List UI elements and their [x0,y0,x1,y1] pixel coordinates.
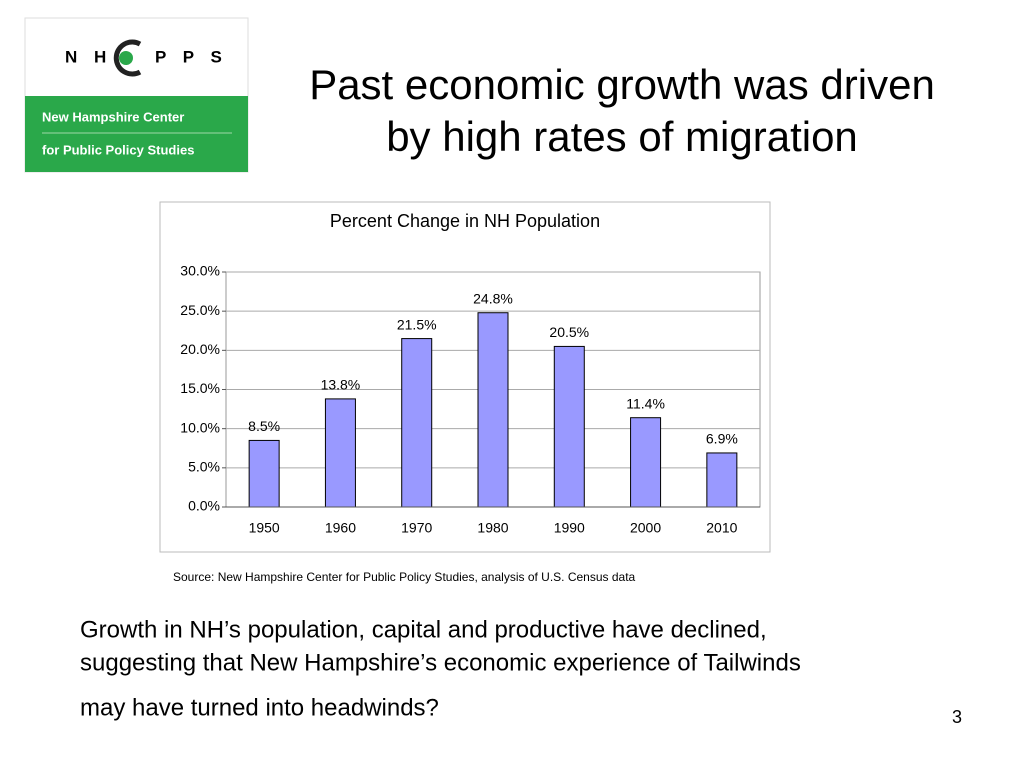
source: Source: New Hampshire Center for Public … [173,570,636,584]
logo-letters: P P S [155,47,228,66]
data-label: 21.5% [397,316,437,332]
bar [401,338,433,508]
data-label: 11.4% [626,395,665,411]
x-tick-label: 1960 [325,520,356,536]
y-tick-label: 15.0% [180,380,220,396]
logo-text: New Hampshire Center [42,109,184,124]
logo-dot [119,51,133,65]
bar [706,452,738,508]
data-label: 13.8% [321,377,361,393]
logo-band [25,96,248,172]
y-tick-label: 30.0% [180,263,220,279]
x-tick-label: 2010 [706,520,737,536]
bar [248,439,280,508]
body-text: may have turned into headwinds? [80,694,439,721]
plot: 0.0% 5.0% 10.0% 15.0% 20.0% 25.0% 30.0% 1950 8.5… [180,263,761,536]
y-tick-label: 5.0% [188,459,220,475]
logo-c [113,39,142,77]
x-tick-label: 1970 [401,520,432,536]
bar [553,345,585,508]
page-number: 3 [952,707,962,727]
x-tick-label: 1990 [554,520,585,536]
logo-letters: N H [65,47,112,66]
y-tick-label: 20.0% [180,341,220,357]
x-tick-label: 1950 [249,520,280,536]
bar [477,312,509,508]
x-tick-label: 1980 [477,520,508,536]
body-text: suggesting that New Hampshire’s economic… [80,649,801,676]
data-label: 24.8% [473,290,513,306]
y-tick-label: 0.0% [188,498,220,514]
chart-title: Percent Change in NH Population [330,211,600,231]
data-label: 6.9% [706,431,738,447]
y-tick-label: 25.0% [180,302,220,318]
bar [630,417,662,508]
body-text: Growth in NH’s population, capital and p… [80,616,767,643]
data-label: 20.5% [549,324,589,340]
slide-title: by high rates of migration [386,113,858,160]
slide-title: Past economic growth was driven [309,61,935,108]
data-label: 8.5% [248,418,280,434]
logo-text: for Public Policy Studies [42,142,194,157]
y-tick-label: 10.0% [180,419,220,435]
bar [324,398,356,508]
x-tick-label: 2000 [630,520,661,536]
